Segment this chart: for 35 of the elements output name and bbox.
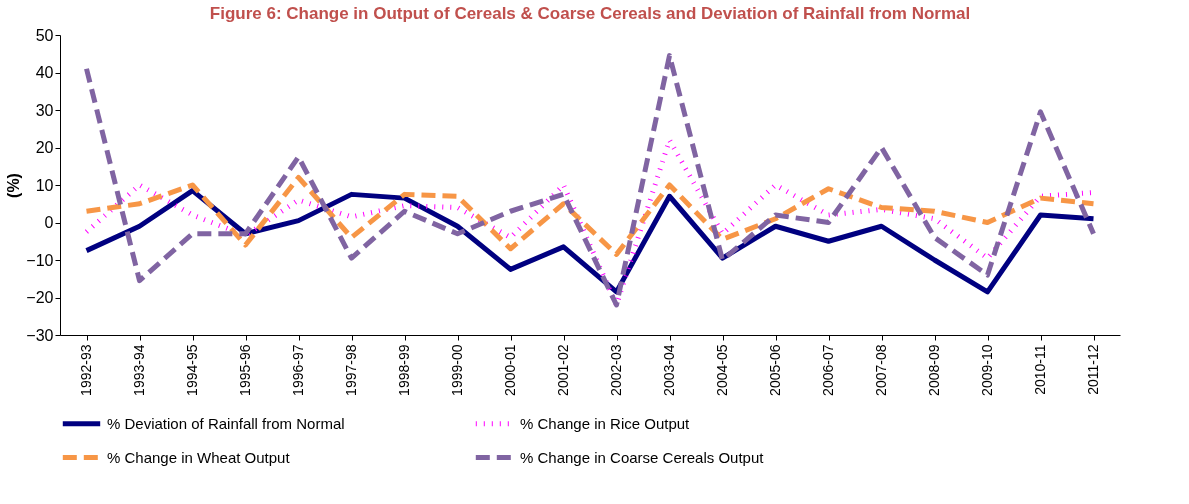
x-tick-label: 2000-01 xyxy=(502,344,518,396)
x-tick-label: 2008-09 xyxy=(926,344,942,396)
x-tick-label: 2003-04 xyxy=(661,344,677,396)
x-tick-label: 1999-00 xyxy=(449,344,465,396)
y-tick-label: −20 xyxy=(26,289,54,306)
legend-label: % Change in Rice Output xyxy=(520,414,691,432)
y-tick-label: 20 xyxy=(35,139,54,156)
x-tick-label: 2002-03 xyxy=(608,344,624,396)
y-tick-label: 50 xyxy=(35,26,54,44)
x-tick-label: 1996-97 xyxy=(290,344,306,396)
x-tick-label: 1998-99 xyxy=(396,344,412,396)
y-tick-label: 10 xyxy=(35,176,54,194)
y-tick-label: 40 xyxy=(35,64,54,81)
legend-label: % Change in Coarse Cereals Output xyxy=(520,448,765,466)
y-tick-label: 0 xyxy=(44,214,54,231)
x-tick-label: 1997-98 xyxy=(343,344,359,396)
x-tick-label: 2004-05 xyxy=(714,344,730,396)
chart-title: Figure 6: Change in Output of Cereals & Coarse Cereals and Deviation of Rainfall from Normal xyxy=(209,4,971,23)
x-tick-label: 2005-06 xyxy=(767,344,783,396)
y-tick-label: −30 xyxy=(26,326,54,344)
x-tick-label: 2006-07 xyxy=(820,344,836,396)
x-tick-label: 2010-11 xyxy=(1032,344,1048,395)
y-axis-title: (%) xyxy=(5,173,23,198)
x-tick-label: 1995-96 xyxy=(237,344,253,396)
legend-label: % Change in Wheat Output xyxy=(107,448,291,466)
x-tick-label: 1992-93 xyxy=(78,344,94,396)
x-tick-label: 2001-02 xyxy=(555,344,571,396)
x-tick-label: 2009-10 xyxy=(979,344,995,396)
x-tick-label: 1993-94 xyxy=(131,344,147,396)
x-tick-label: 2007-08 xyxy=(873,344,889,396)
x-tick-label: 1994-95 xyxy=(184,344,200,396)
y-tick-label: −10 xyxy=(26,251,54,269)
legend-label: % Deviation of Rainfall from Normal xyxy=(107,414,345,432)
y-tick-label: 30 xyxy=(35,101,54,119)
x-tick-label: 2011-12 xyxy=(1085,344,1101,395)
